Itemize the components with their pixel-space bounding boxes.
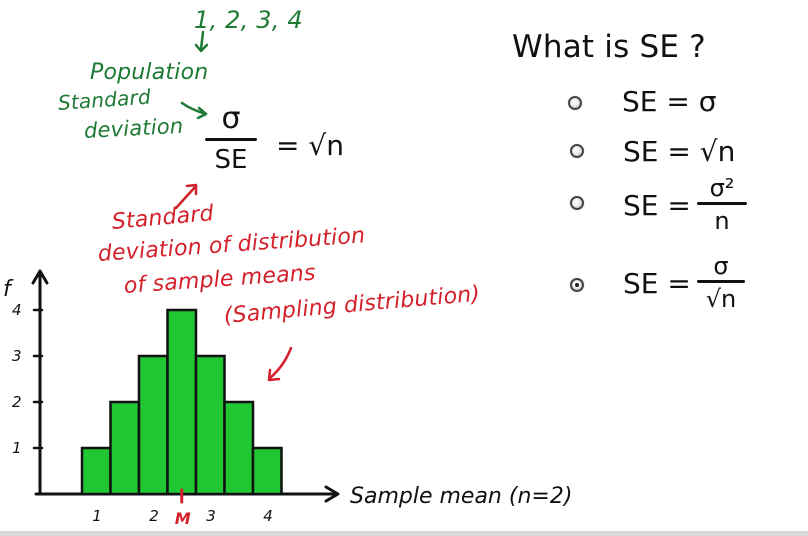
answer-option-4-prefix: SE = — [623, 267, 691, 300]
answer-option-4-fraction: σ √n — [697, 254, 745, 311]
x-axis-ticks: 1 2 3 4 — [92, 507, 273, 525]
histogram-bar-3 — [194, 354, 226, 496]
histogram-bars — [80, 308, 283, 496]
answer-option-4-radio[interactable] — [570, 278, 584, 292]
answer-option-2-label: SE = √n — [623, 135, 736, 168]
sampling-annotation-line3: of sample means — [123, 260, 317, 299]
x-tick-label-3: 3 — [206, 507, 216, 525]
population-annotation-line1: Population — [90, 60, 209, 85]
y-axis-label: f — [3, 277, 14, 302]
red-arrow-head-2 — [267, 368, 281, 382]
green-arrow-to-sigma — [180, 101, 208, 116]
green-arrow-to-population — [199, 30, 205, 51]
y-axis-arrowhead — [31, 269, 49, 285]
answer-option-4-fraction-bar — [697, 280, 745, 283]
red-arrow-to-histogram — [268, 346, 293, 380]
y-tick-label-1: 1 — [12, 439, 22, 457]
answer-option-2-radio[interactable] — [570, 144, 584, 158]
answer-option-3-denominator: n — [714, 207, 730, 235]
answer-option-1-radio[interactable] — [568, 96, 582, 110]
x-tick-label-2: 2 — [149, 507, 159, 525]
y-tick-label-2: 2 — [12, 393, 22, 411]
histogram-bar-1.5 — [109, 400, 141, 496]
formula-denominator: SE — [214, 145, 248, 175]
y-tick-label-3: 3 — [12, 347, 22, 365]
bottom-edge-strip — [0, 531, 808, 536]
answer-option-4-numerator: σ — [713, 252, 729, 280]
y-tick-label-4: 4 — [12, 301, 22, 319]
answer-option-3-radio[interactable] — [570, 196, 584, 210]
answer-option-3-prefix: SE = — [623, 189, 691, 222]
sample-values-annotation: 1, 2, 3, 4 — [194, 6, 303, 34]
histogram-bar-3.5 — [223, 400, 255, 496]
histogram-bar-2 — [137, 354, 169, 496]
green-arrow-head-1 — [194, 43, 209, 53]
red-arrow-head-1 — [185, 183, 198, 196]
mean-marker-label: M — [175, 509, 191, 528]
formula-fraction: σ SE — [205, 104, 257, 173]
histogram-bar-4 — [251, 446, 283, 496]
sampling-annotation-line4: (Sampling distribution) — [222, 281, 482, 329]
x-axis-label: Sample mean (n=2) — [350, 484, 572, 509]
sampling-annotation-line1: Standard — [110, 201, 215, 235]
population-annotation-line3: deviation — [83, 113, 184, 143]
x-tick-label-4: 4 — [263, 507, 273, 525]
answer-option-3-numerator: σ² — [709, 174, 735, 202]
x-tick-label-1: 1 — [92, 507, 102, 525]
histogram-bar-1 — [80, 446, 112, 496]
answer-option-3-fraction: σ² n — [697, 176, 747, 233]
answer-option-1-label: SE = σ — [622, 85, 717, 118]
x-axis-arrowhead — [324, 485, 340, 503]
answer-option-4-denominator: √n — [705, 285, 737, 313]
answer-option-3-fraction-bar — [697, 202, 747, 205]
mean-marker: M — [175, 488, 191, 528]
formula-fraction-bar — [205, 138, 257, 141]
formula-equals-root-n: = √n — [276, 129, 344, 162]
histogram-bar-2.5 — [166, 308, 198, 496]
y-axis-ticks: 1 2 3 4 — [12, 301, 44, 457]
question-title: What is SE ? — [512, 29, 706, 65]
population-annotation-line2: Standard — [57, 84, 152, 115]
formula-numerator: σ — [221, 101, 241, 136]
